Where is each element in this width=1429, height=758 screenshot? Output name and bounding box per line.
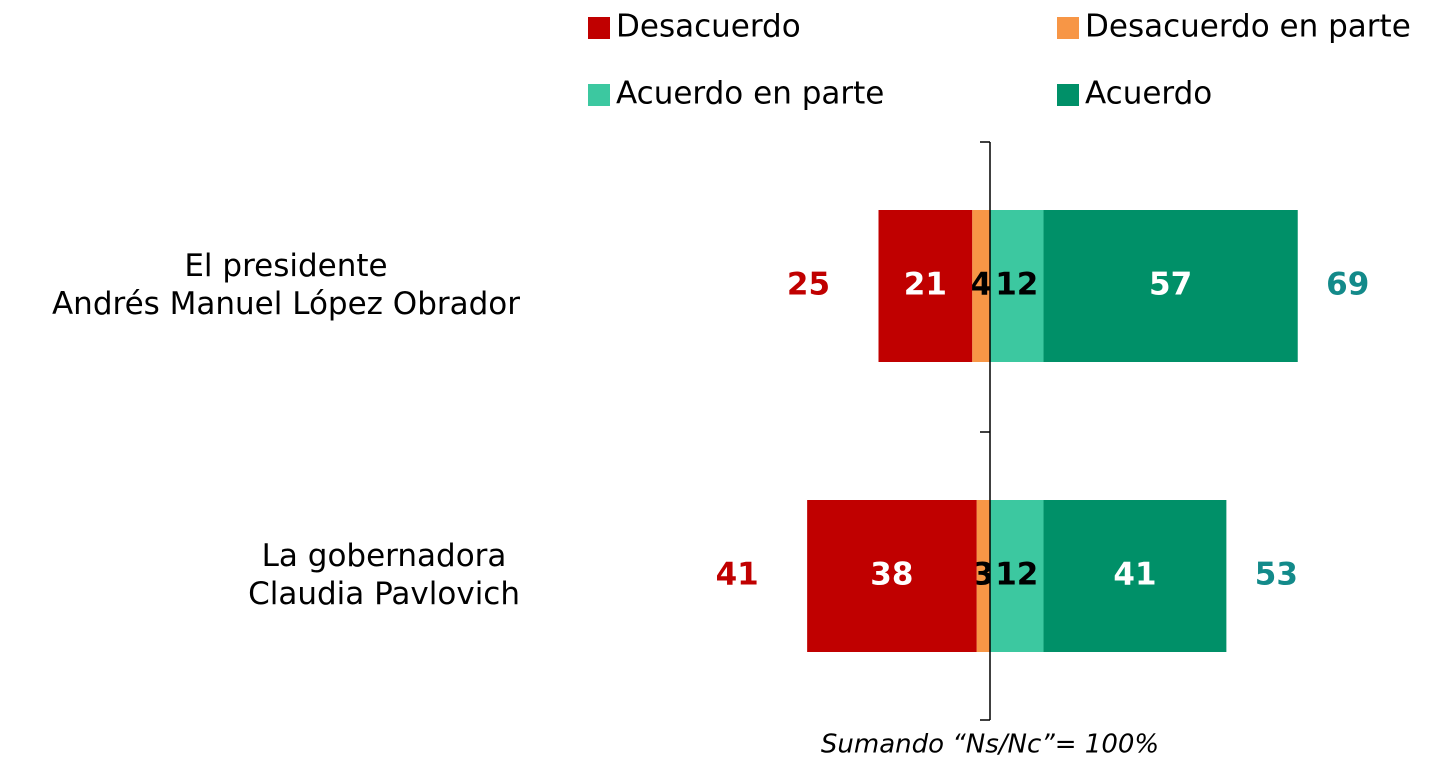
- legend-swatch: [1057, 17, 1079, 39]
- value-label: 38: [870, 557, 913, 593]
- value-label: 3: [973, 557, 995, 593]
- legend-label: Acuerdo en parte: [616, 76, 884, 112]
- right-total: 53: [1255, 557, 1298, 593]
- bar-segment: [976, 500, 990, 652]
- left-total: 25: [787, 267, 830, 303]
- bar-segment: [1043, 210, 1298, 362]
- value-label: 21: [904, 267, 947, 303]
- category-line: Andrés Manuel López Obrador: [52, 286, 520, 322]
- category-line: La gobernadora: [262, 538, 507, 574]
- legend-label: Desacuerdo: [616, 9, 801, 45]
- value-label: 4: [970, 267, 992, 303]
- legend-swatch: [588, 84, 610, 106]
- bar-segment: [1043, 500, 1227, 652]
- legend-swatch: [1057, 84, 1079, 106]
- right-total: 69: [1326, 267, 1369, 303]
- value-label: 41: [1113, 557, 1156, 593]
- bar-segment: [990, 210, 1044, 362]
- bar-segment: [972, 210, 990, 362]
- value-label: 12: [995, 557, 1038, 593]
- legend-swatch: [588, 17, 610, 39]
- category-line: Claudia Pavlovich: [248, 576, 520, 612]
- bar-segment: [990, 500, 1044, 652]
- legend-label: Acuerdo: [1085, 76, 1212, 112]
- left-total: 41: [716, 557, 759, 593]
- legend-label: Desacuerdo en parte: [1085, 9, 1411, 45]
- category-label: El presidente Andrés Manuel López Obrador: [52, 248, 520, 322]
- value-label: 12: [995, 267, 1038, 303]
- note: Sumando “Ns/Nc”= 100%: [821, 730, 1159, 758]
- category-line: El presidente: [184, 248, 387, 284]
- category-label: La gobernadora Claudia Pavlovich: [248, 538, 520, 612]
- value-label: 57: [1149, 267, 1192, 303]
- bar-segment: [878, 210, 973, 362]
- bar-segment: [807, 500, 977, 652]
